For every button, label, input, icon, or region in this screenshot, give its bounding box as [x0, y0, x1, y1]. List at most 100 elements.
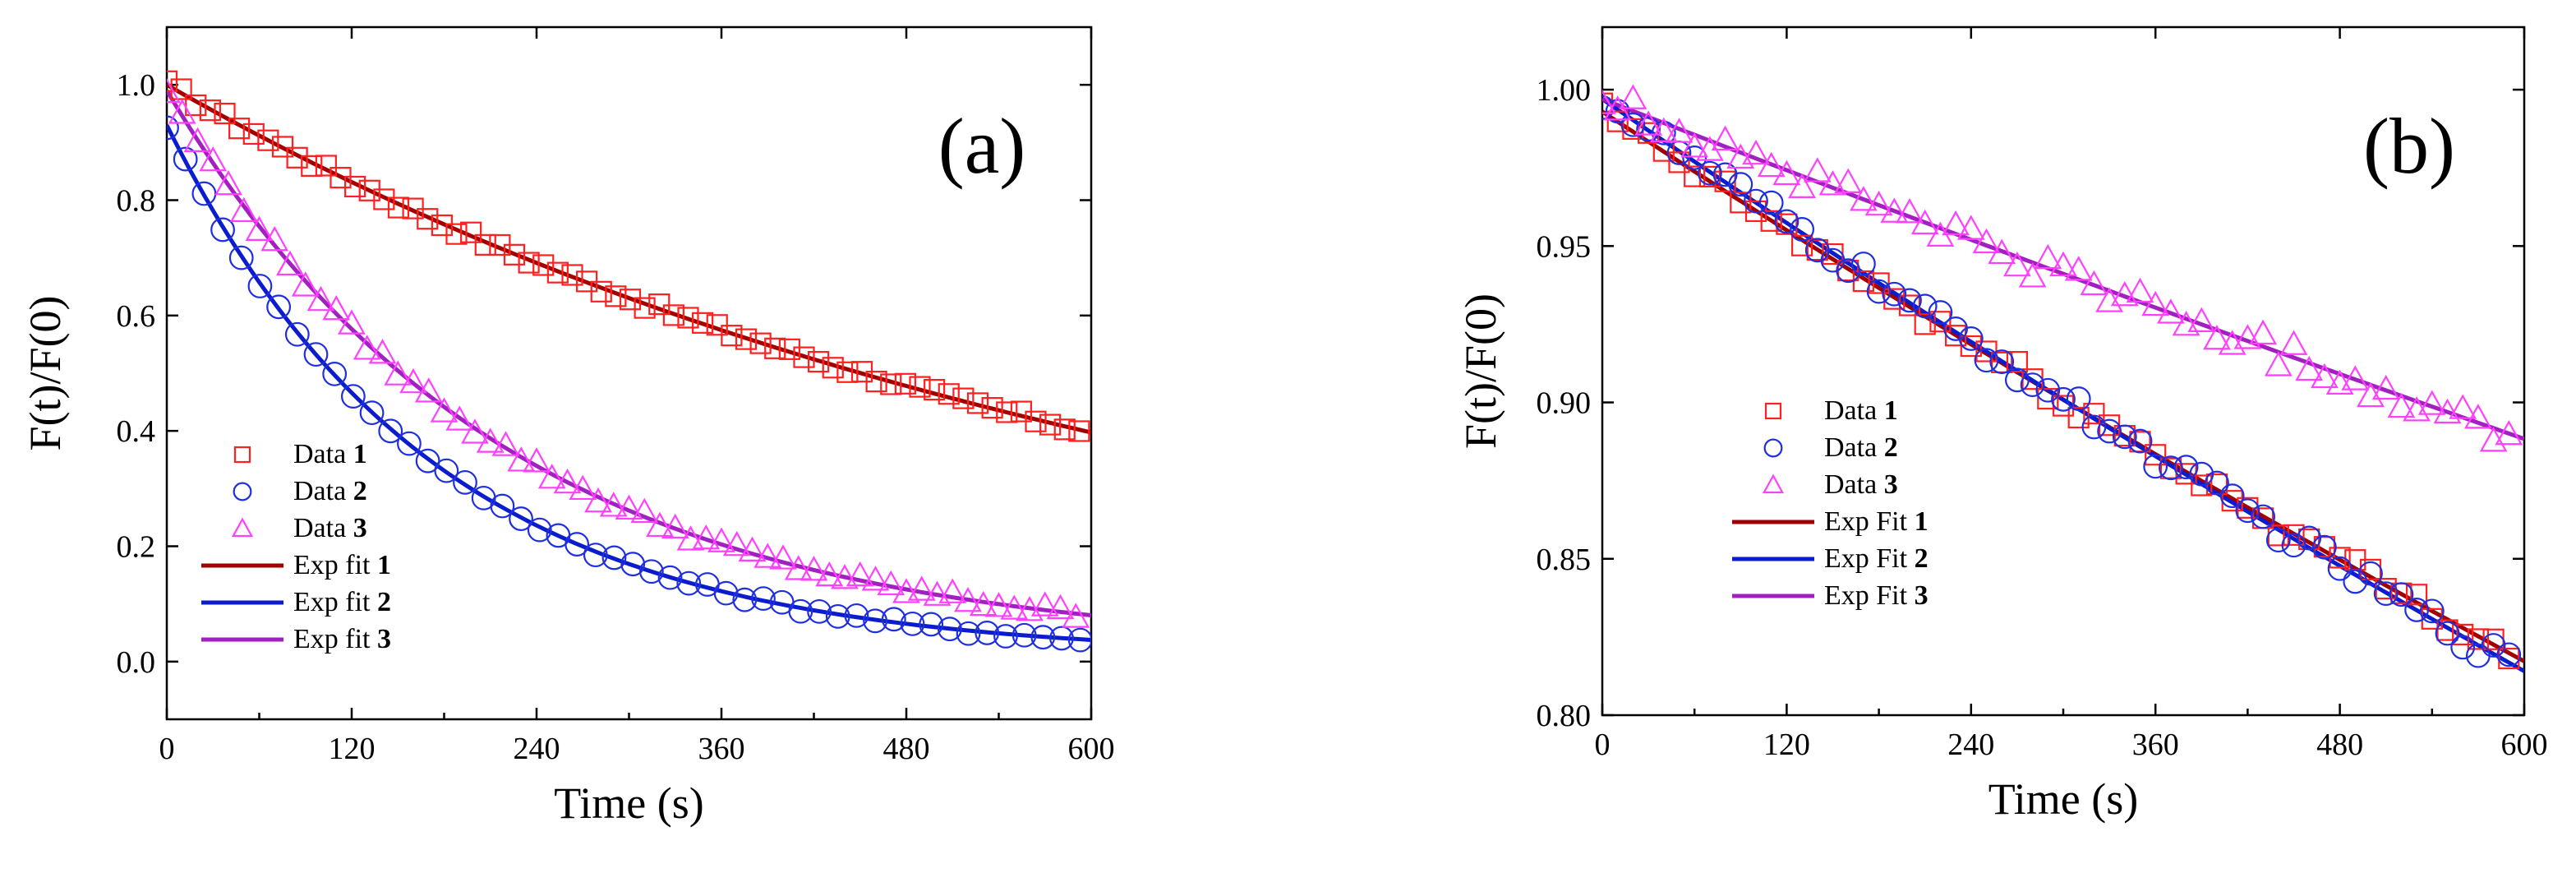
legend-number: 1: [1915, 506, 1929, 537]
legend-entry: Data 2: [293, 476, 367, 506]
data-point-3: [167, 77, 181, 104]
data-point-1: [605, 285, 627, 307]
data-point-1: [1760, 210, 1782, 232]
data-point-3: [738, 536, 767, 561]
data-point-2: [620, 552, 646, 577]
legend-prefix: Exp fit: [293, 550, 371, 580]
legend-number: 2: [1915, 543, 1929, 574]
data-point-2: [956, 621, 981, 646]
data-point-3: [461, 418, 489, 444]
data-point-1: [344, 175, 366, 198]
data-point-3: [646, 511, 674, 538]
data-point-3: [2203, 325, 2231, 350]
y-axis-title: F(t)/F(0): [1456, 293, 1505, 449]
data-point-1: [938, 383, 960, 405]
data-point-1: [445, 223, 468, 245]
data-point-1: [677, 307, 699, 329]
data-point-3: [368, 339, 397, 364]
legend-entry: Data 1: [293, 439, 367, 469]
data-point-2: [657, 565, 683, 590]
data-point-2: [881, 607, 906, 632]
y-axis-title: F(t)/F(0): [21, 296, 70, 451]
y-tick-label: 0.6: [117, 299, 156, 334]
data-point-2: [676, 570, 702, 596]
data-point-2: [453, 469, 477, 495]
data-point-2: [2158, 455, 2183, 481]
x-axis-title: Time (s): [554, 778, 704, 828]
data-point-3: [1988, 238, 2016, 265]
data-point-1: [286, 146, 308, 169]
data-point-1: [561, 264, 583, 286]
legend-number: 2: [1884, 432, 1898, 463]
data-point-3: [338, 309, 366, 335]
y-tick-label: 0.80: [1537, 699, 1592, 733]
data-point-2: [975, 621, 1000, 645]
data-point-3: [784, 555, 813, 580]
data-point-1: [836, 361, 859, 383]
data-point-2: [2173, 455, 2199, 480]
data-point-2: [1620, 112, 1646, 137]
data-point-3: [1619, 84, 1647, 109]
data-point-2: [2343, 569, 2368, 594]
data-point-2: [303, 342, 329, 367]
legend-number: 3: [353, 513, 367, 543]
data-point-1: [503, 243, 526, 266]
data-point-3: [892, 578, 920, 603]
data-point-3: [353, 335, 381, 360]
data-point-3: [2034, 243, 2062, 270]
data-point-2: [863, 608, 888, 634]
legend-entry: Data 3: [293, 513, 367, 543]
data-point-2: [2020, 372, 2045, 398]
data-point-1: [1960, 335, 1982, 358]
data-point-2: [937, 617, 962, 642]
data-point-1: [648, 293, 670, 316]
data-point-3: [399, 367, 427, 394]
data-point-3: [954, 586, 982, 612]
data-point-3: [2295, 355, 2324, 381]
data-point-3: [584, 487, 612, 513]
data-point-2: [1030, 625, 1056, 650]
data-point-3: [2417, 390, 2446, 415]
data-point-2: [2404, 598, 2430, 622]
legend-prefix: Data: [293, 513, 346, 543]
data-point-1: [315, 155, 337, 177]
data-point-2: [1602, 95, 1615, 120]
data-point-3: [229, 196, 258, 223]
data-point-2: [2435, 621, 2460, 646]
data-point-3: [199, 146, 228, 172]
data-point-2: [2265, 528, 2291, 553]
data-point-2: [2081, 414, 2107, 440]
data-point-3: [707, 527, 735, 552]
data-point-2: [844, 603, 869, 628]
data-point-2: [993, 624, 1018, 649]
data-point-2: [322, 362, 348, 386]
legend-number: 1: [1884, 395, 1898, 426]
data-point-1: [952, 387, 975, 409]
x-tick-label: 480: [883, 732, 930, 766]
legend-prefix: Exp Fit: [1824, 506, 1908, 537]
data-point-3: [861, 566, 890, 591]
data-point-2: [565, 532, 590, 557]
data-point-1: [1730, 192, 1752, 214]
data-point-1: [1025, 410, 1047, 432]
data-point-2: [1605, 99, 1630, 124]
fit-line-2: [1602, 97, 2524, 673]
x-tick-label: 600: [2501, 728, 2548, 762]
data-point-3: [306, 285, 335, 312]
data-point-3: [276, 250, 304, 276]
data-point-3: [2341, 365, 2370, 390]
data-point-3: [1649, 117, 1678, 143]
data-point-1: [1914, 313, 1936, 335]
data-point-3: [260, 225, 289, 252]
data-point-3: [537, 464, 566, 489]
legend-marker-2: [233, 482, 252, 501]
data-point-2: [1682, 146, 1707, 170]
data-point-2: [751, 586, 776, 612]
data-point-1: [981, 397, 1003, 419]
data-point-2: [2219, 483, 2245, 509]
y-tick-label: 0.95: [1537, 229, 1592, 264]
legend-prefix: Exp fit: [293, 587, 371, 617]
legend-prefix: Data: [1824, 395, 1877, 426]
data-point-3: [2311, 363, 2339, 389]
data-point-3: [569, 474, 597, 501]
